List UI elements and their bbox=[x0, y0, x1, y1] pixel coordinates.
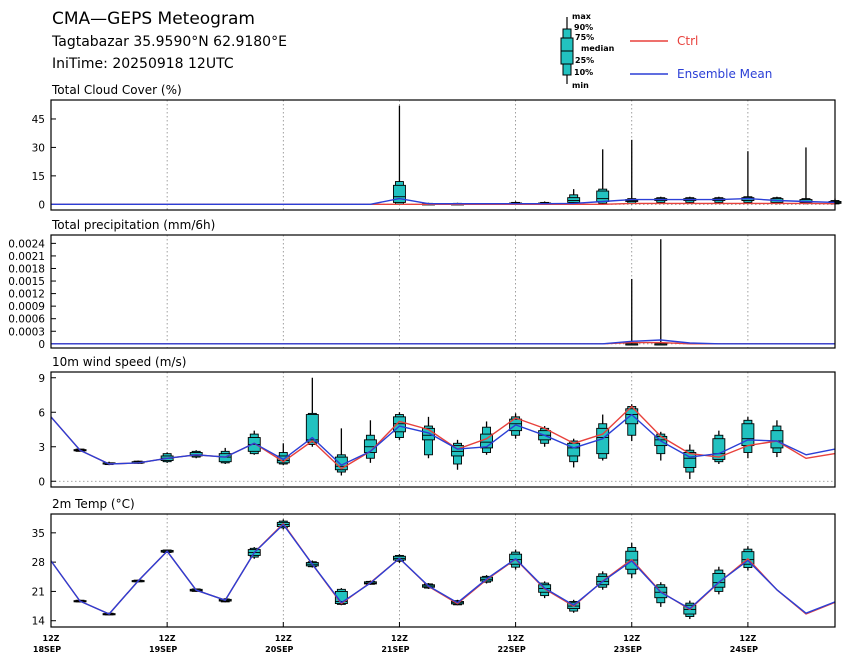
y-tick-label: 0.0003 bbox=[8, 326, 45, 338]
x-tick-hour: 12Z bbox=[159, 634, 176, 643]
box-inner bbox=[596, 190, 610, 202]
legend-ctrl-label: Ctrl bbox=[677, 34, 698, 48]
box-inner bbox=[451, 445, 464, 457]
location-label: Tagtabazar 35.9590°N 62.9180°E bbox=[51, 34, 287, 50]
panel-0: Total Cloud Cover (%) 0 15 30 45 bbox=[32, 83, 842, 211]
panel-title: 10m wind speed (m/s) bbox=[52, 355, 186, 369]
x-tick-date: 20SEP bbox=[265, 645, 293, 654]
legend: max 90%75% median 25% 10% min Ctrl Ensemble Mea… bbox=[560, 12, 772, 90]
legend-box-label: median bbox=[581, 44, 615, 53]
box-inner bbox=[770, 430, 784, 449]
legend-mean-label: Ensemble Mean bbox=[677, 67, 772, 81]
legend-box-label: 75% bbox=[575, 33, 594, 42]
box-inner bbox=[392, 184, 406, 203]
header: CMA—GEPS Meteogram Tagtabazar 35.9590°N … bbox=[51, 9, 287, 72]
x-tick-hour: 12Z bbox=[623, 634, 640, 643]
box-inner bbox=[567, 197, 581, 203]
y-tick-label: 3 bbox=[38, 442, 45, 454]
x-tick-hour: 12Z bbox=[43, 634, 60, 643]
y-tick-label: 15 bbox=[32, 171, 45, 183]
x-tick-hour: 12Z bbox=[739, 634, 756, 643]
x-axis: 12Z 18SEP 12Z 19SEP 12Z 20SEP 12Z 21SEP 12Z 22SEP… bbox=[33, 622, 758, 654]
box-inner bbox=[625, 408, 639, 425]
y-tick-label: 0 bbox=[38, 339, 45, 351]
y-tick-label: 9 bbox=[38, 373, 45, 385]
legend-box-label: 90% bbox=[574, 23, 593, 32]
y-tick-label: 30 bbox=[32, 142, 45, 154]
init-time-label: IniTime: 20250918 12UTC bbox=[52, 56, 234, 72]
meteogram-title: CMA—GEPS Meteogram bbox=[52, 9, 255, 29]
ctrl-series-line bbox=[50, 522, 836, 615]
panel-2: 10m wind speed (m/s) 0 3 6 9 bbox=[38, 355, 836, 488]
x-tick-date: 24SEP bbox=[730, 645, 758, 654]
legend-box-label: 25% bbox=[575, 56, 594, 65]
box-inner bbox=[712, 572, 726, 588]
y-tick-label: 0 bbox=[38, 476, 45, 488]
panel-title: Total Cloud Cover (%) bbox=[51, 83, 182, 97]
y-tick-label: 0.0015 bbox=[8, 276, 45, 288]
y-tick-label: 45 bbox=[32, 114, 45, 126]
y-tick-label: 0.0012 bbox=[8, 289, 45, 301]
y-tick-label: 28 bbox=[32, 557, 45, 569]
panel-frame bbox=[50, 371, 836, 488]
box-inner bbox=[596, 427, 610, 455]
y-tick-label: 0.0006 bbox=[8, 314, 45, 326]
box-inner bbox=[305, 414, 319, 443]
y-tick-label: 0.0018 bbox=[8, 263, 45, 275]
x-tick-date: 22SEP bbox=[497, 645, 525, 654]
x-tick-date: 19SEP bbox=[149, 645, 177, 654]
panel-3: 2m Temp (°C) 14 21 28 35 bbox=[32, 497, 836, 628]
panel-frame bbox=[50, 99, 836, 211]
x-tick-hour: 12Z bbox=[391, 634, 408, 643]
x-tick-date: 21SEP bbox=[381, 645, 409, 654]
legend-box-label: max bbox=[572, 12, 592, 21]
y-tick-label: 0.0024 bbox=[8, 238, 45, 250]
box-outer bbox=[424, 425, 433, 456]
panel-1: Total precipitation (mm/6h) 00.00030.0006… bbox=[8, 218, 836, 351]
y-tick-label: 14 bbox=[32, 616, 46, 628]
panel-frame bbox=[50, 513, 836, 628]
y-tick-label: 0 bbox=[38, 199, 45, 211]
ensemble-mean-line bbox=[51, 197, 836, 206]
x-tick-hour: 12Z bbox=[507, 634, 524, 643]
x-tick-date: 18SEP bbox=[33, 645, 61, 654]
x-tick-hour: 12Z bbox=[275, 634, 292, 643]
ensemble-mean-line bbox=[50, 413, 836, 466]
panel-title: 2m Temp (°C) bbox=[52, 497, 135, 511]
legend-box-label: 10% bbox=[574, 68, 593, 77]
panel-frame bbox=[50, 234, 836, 349]
legend-box-label: min bbox=[572, 81, 589, 90]
y-tick-label: 21 bbox=[32, 586, 45, 598]
x-tick-date: 23SEP bbox=[614, 645, 642, 654]
panel-title: Total precipitation (mm/6h) bbox=[51, 218, 215, 232]
y-tick-label: 6 bbox=[38, 407, 45, 419]
ensemble-mean-line bbox=[51, 339, 835, 345]
ensemble-mean-line bbox=[50, 523, 836, 615]
box-inner bbox=[567, 442, 581, 457]
y-tick-label: 0.0021 bbox=[8, 251, 45, 263]
y-tick-label: 35 bbox=[32, 528, 45, 540]
y-tick-label: 0.0009 bbox=[8, 301, 45, 313]
